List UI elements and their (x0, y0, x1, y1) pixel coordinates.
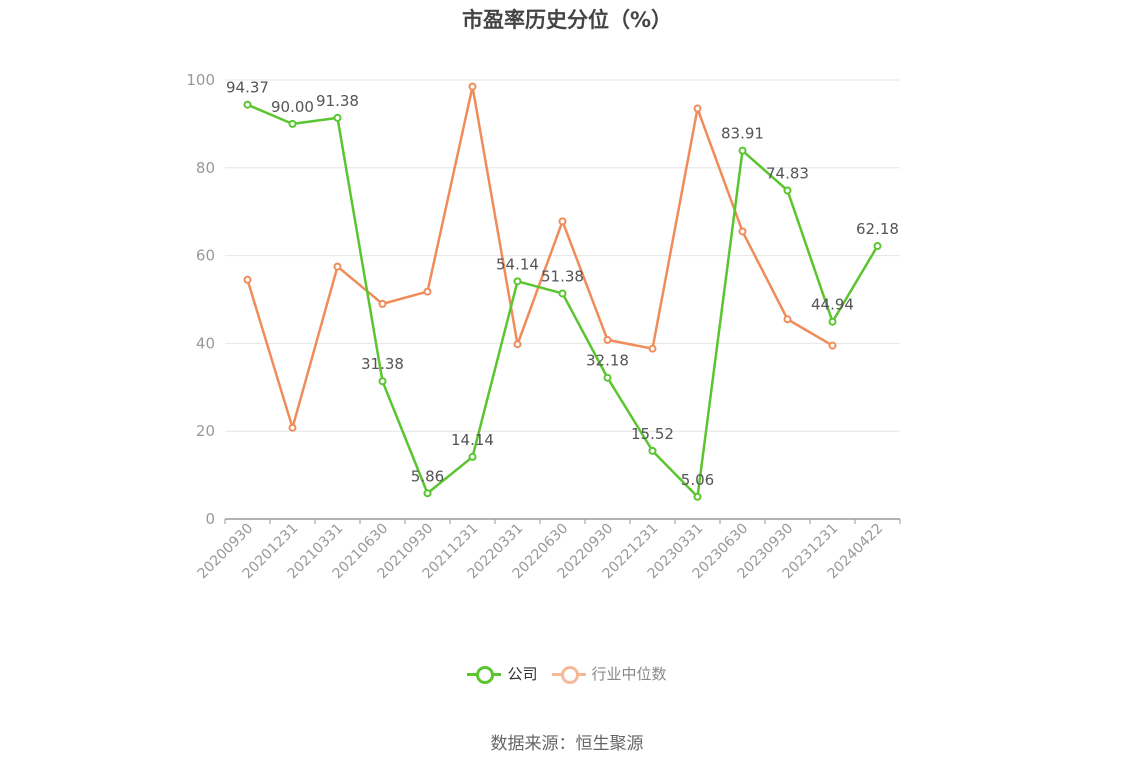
data-point-industry (648, 344, 657, 353)
data-point-industry (738, 227, 747, 236)
legend-item-industry[interactable]: 行业中位数 (551, 663, 667, 684)
data-label-company: 90.00 (271, 98, 314, 116)
data-point-company (783, 186, 792, 195)
data-point-industry (423, 287, 432, 296)
y-tick-label: 80 (196, 159, 215, 177)
data-point-industry (243, 275, 252, 284)
data-point-company (378, 377, 387, 386)
data-label-company: 14.14 (451, 431, 494, 449)
data-point-company (288, 119, 297, 128)
data-label-company: 5.06 (681, 471, 714, 489)
data-point-industry (378, 299, 387, 308)
data-point-company (333, 113, 342, 122)
data-point-company (828, 317, 837, 326)
data-point-company (603, 373, 612, 382)
data-point-industry (693, 104, 702, 113)
y-tick-label: 100 (186, 71, 215, 89)
data-label-company: 83.91 (721, 125, 764, 143)
data-label-company: 94.37 (226, 79, 269, 97)
legend-swatch-company-icon (467, 665, 502, 684)
legend-item-company[interactable]: 公司 (467, 663, 538, 684)
data-label-company: 74.83 (766, 164, 809, 182)
data-label-company: 44.94 (811, 296, 854, 314)
data-point-company (693, 492, 702, 501)
data-label-company: 15.52 (631, 425, 674, 443)
y-tick-label: 40 (196, 334, 215, 352)
y-tick-label: 0 (205, 510, 215, 528)
y-tick-label: 60 (196, 247, 215, 265)
chart-title: 市盈率历史分位（%） (461, 8, 673, 32)
legend-label-company: 公司 (507, 665, 538, 683)
data-label-company: 32.18 (586, 352, 629, 370)
data-point-industry (558, 217, 567, 226)
data-point-company (873, 242, 882, 251)
data-point-industry (468, 82, 477, 91)
data-point-company (468, 452, 477, 461)
data-label-company: 91.38 (316, 92, 359, 110)
data-point-company (513, 277, 522, 286)
data-label-company: 31.38 (361, 355, 404, 373)
data-point-industry (513, 340, 522, 349)
legend-swatch-industry-icon (551, 665, 586, 684)
data-label-company: 62.18 (856, 220, 899, 238)
data-point-industry (333, 262, 342, 271)
data-point-industry (783, 315, 792, 324)
data-point-company (648, 446, 657, 455)
data-point-industry (828, 341, 837, 350)
data-label-company: 5.86 (411, 467, 444, 485)
data-point-company (738, 146, 747, 155)
legend: 公司 行业中位数 (0, 663, 1134, 684)
data-label-company: 51.38 (541, 267, 584, 285)
data-label-company: 54.14 (496, 255, 539, 273)
data-point-company (423, 489, 432, 498)
data-point-company (243, 100, 252, 109)
data-point-industry (288, 423, 297, 432)
source-text: 数据来源：恒生聚源 (490, 734, 644, 754)
data-point-company (558, 289, 567, 298)
y-tick-label: 20 (196, 422, 215, 440)
legend-label-industry: 行业中位数 (591, 665, 667, 683)
data-point-industry (603, 335, 612, 344)
